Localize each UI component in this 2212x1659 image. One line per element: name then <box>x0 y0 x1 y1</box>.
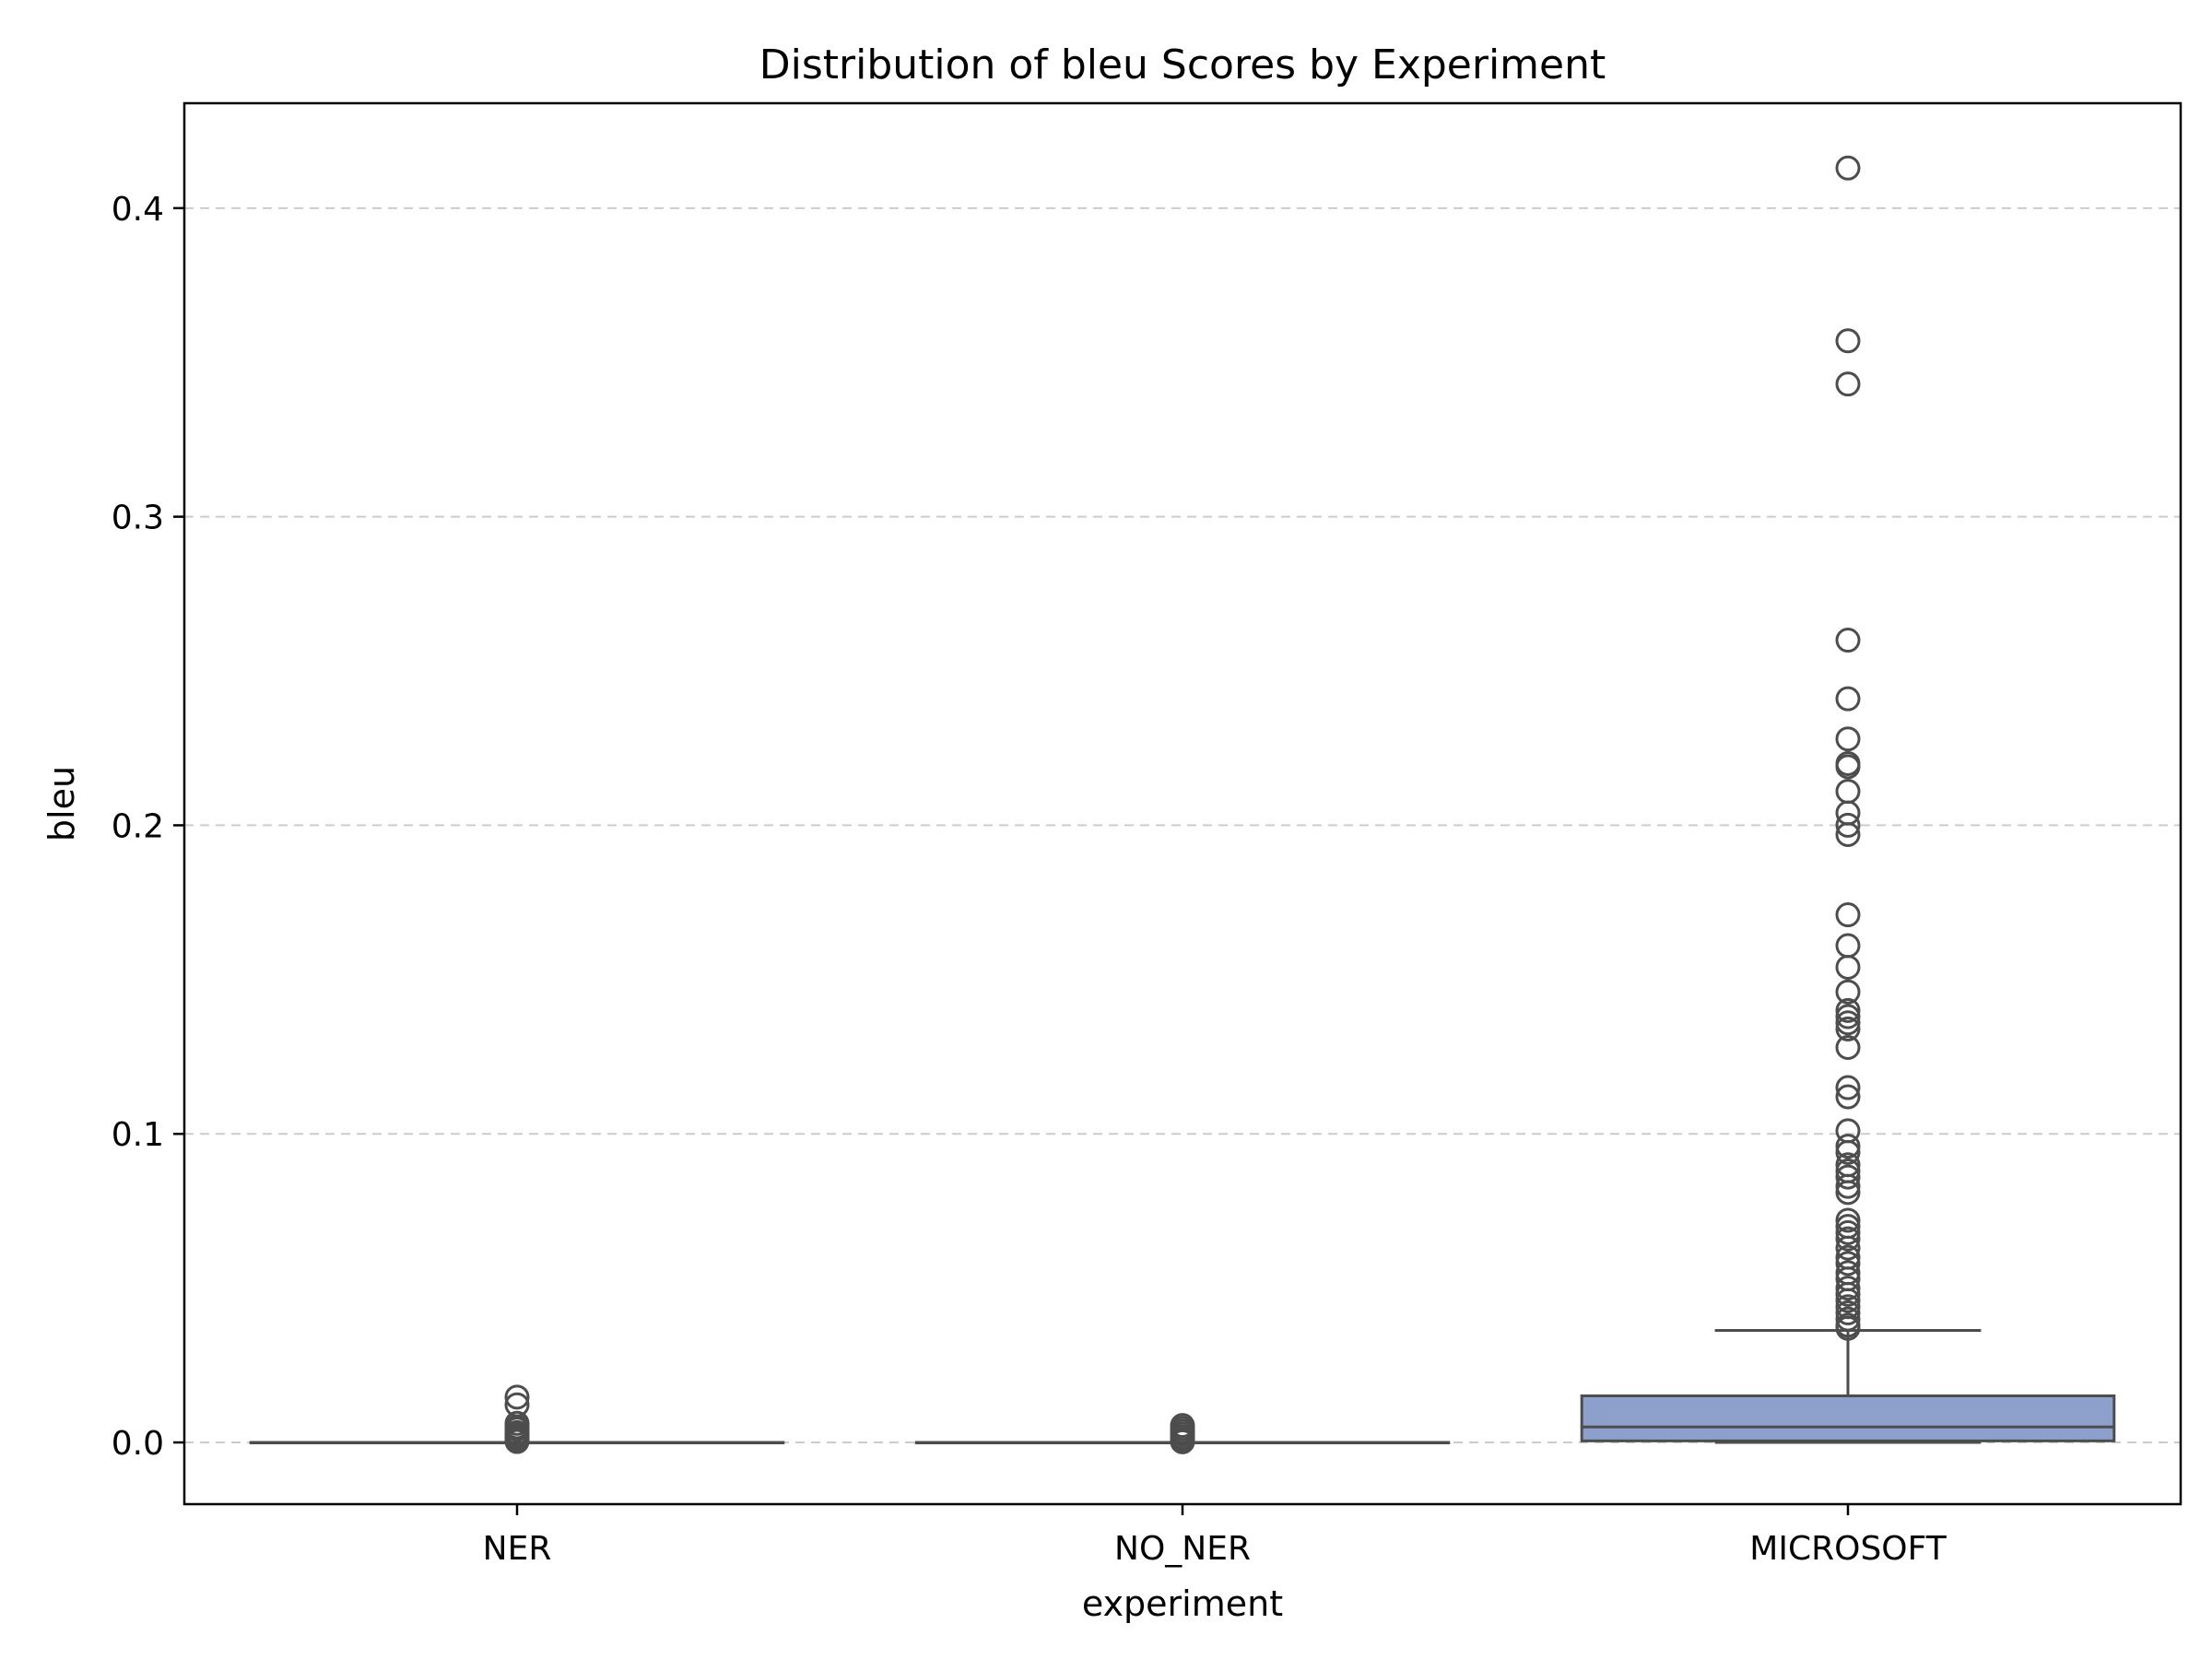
outlier-point <box>1835 933 1861 959</box>
outlier-point <box>1835 1276 1861 1301</box>
x-axis: NER NO_NER MICROSOFT <box>483 1504 1947 1568</box>
y-axis-label: bleu <box>41 766 82 841</box>
x-tick-label: NER <box>483 1530 552 1568</box>
outlier-point <box>1835 686 1861 712</box>
y-tick-label: 0.1 <box>112 1116 164 1154</box>
outlier-point <box>1835 1300 1861 1325</box>
outlier-point <box>1835 754 1861 780</box>
outlier-point <box>1835 1010 1861 1036</box>
x-tick-label: NO_NER <box>1114 1530 1251 1568</box>
outlier-point <box>1835 1173 1861 1199</box>
x-tick-label: MICROSOFT <box>1749 1530 1947 1568</box>
outlier-point <box>1835 628 1861 653</box>
outlier-point <box>1835 1075 1861 1100</box>
outlier-point <box>1835 1164 1861 1190</box>
outlier-point <box>1835 821 1861 847</box>
outlier-point <box>1835 1219 1861 1245</box>
y-tick-label: 0.4 <box>112 191 164 229</box>
outlier-point <box>1835 1004 1861 1030</box>
outlier-point <box>1835 1288 1861 1313</box>
outlier-point <box>1835 1134 1861 1159</box>
box-plot-series <box>249 155 2116 1454</box>
outlier-point <box>1835 979 1861 1005</box>
outlier-point <box>1835 1016 1861 1041</box>
outlier-point <box>1835 1180 1861 1206</box>
y-tick-label: 0.2 <box>112 807 164 845</box>
outlier-point <box>1835 328 1861 354</box>
y-tick-label: 0.3 <box>112 500 164 537</box>
outlier-point <box>1835 1315 1861 1341</box>
outlier-point <box>1835 997 1861 1023</box>
outlier-point <box>1835 779 1861 805</box>
y-axis: 0.0 0.1 0.2 0.3 0.4 <box>112 191 184 1463</box>
box-no-ner <box>914 1413 1451 1454</box>
x-axis-label: experiment <box>1082 1583 1283 1624</box>
outlier-point <box>1835 1084 1861 1110</box>
outlier-point <box>1835 1034 1861 1060</box>
outlier-point <box>1835 1139 1861 1165</box>
outlier-point <box>1835 1306 1861 1332</box>
outlier-point <box>1835 155 1861 181</box>
iqr-box <box>1580 1394 2116 1442</box>
outlier-point <box>1835 1251 1861 1277</box>
box-ner <box>249 1384 785 1454</box>
plot-frame <box>182 101 2183 1506</box>
outlier-point <box>504 1384 530 1410</box>
outlier-point <box>1835 902 1861 928</box>
y-tick-label: 0.0 <box>112 1425 164 1463</box>
grid-lines <box>184 206 2181 1444</box>
outlier-point <box>1835 812 1861 838</box>
outlier-point <box>1835 371 1861 397</box>
outlier-point <box>504 1429 530 1454</box>
chart-title: Distribution of bleu Scores by Experimen… <box>759 41 1606 88</box>
outlier-point <box>1835 1226 1861 1252</box>
outlier-point <box>1835 1281 1861 1307</box>
outlier-point <box>1835 1235 1861 1261</box>
outlier-point <box>1835 726 1861 752</box>
box-microsoft <box>1580 155 2116 1444</box>
outlier-point <box>1835 1207 1861 1233</box>
outlier-point <box>1170 1429 1195 1454</box>
outlier-point <box>1835 954 1861 980</box>
